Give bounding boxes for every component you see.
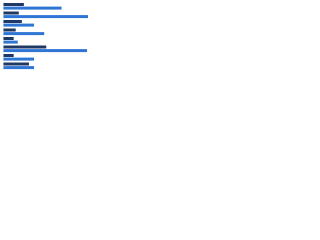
bar: [3, 20, 22, 23]
bar: [3, 6, 62, 10]
bar: [3, 66, 35, 70]
chart: [0, 0, 100, 71]
bar: [3, 49, 87, 53]
bar: [3, 15, 88, 19]
bar: [3, 40, 18, 44]
bar: [3, 11, 19, 15]
bar: [3, 45, 47, 49]
bar: [3, 28, 16, 32]
page: (() => { const data = JSON.parse(documen…: [0, 0, 320, 71]
bar: [3, 62, 29, 66]
bar: [3, 57, 35, 61]
bar: [3, 37, 14, 40]
bar: [3, 3, 24, 6]
bar: [3, 23, 35, 27]
bar: [3, 32, 45, 36]
bar: [3, 54, 14, 57]
